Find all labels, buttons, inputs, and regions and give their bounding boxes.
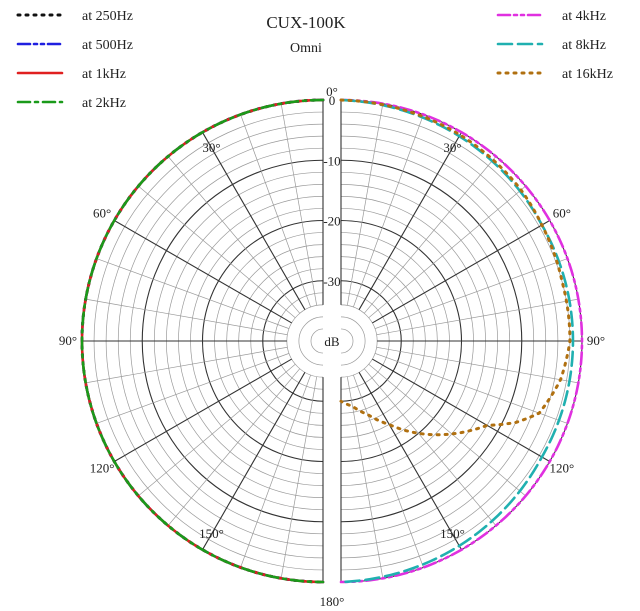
series-at-8khz	[339, 98, 575, 584]
tick-labels: 0 -10 -20 -30 dB 0° 30° 30° 60° 60° 90° 90° 120° 120°…	[59, 84, 605, 609]
angle-tick-label-right: 150°	[440, 526, 465, 541]
grid-arc-right	[340, 316, 366, 366]
grid-spoke-right	[353, 114, 424, 308]
angle-tick-label-right: 120°	[549, 461, 574, 476]
angle-tick-label-left: 120°	[90, 461, 115, 476]
angle-tick-label-right: 60°	[553, 206, 571, 221]
grid-spoke-left	[96, 258, 290, 329]
legend-label: at 2kHz	[82, 96, 126, 111]
grid-spoke-right	[368, 185, 526, 319]
grid-spoke-left	[202, 372, 306, 550]
grid-spoke-right	[346, 376, 384, 579]
angle-tick-label: 180°	[320, 594, 345, 609]
grid-spoke-left	[240, 114, 311, 308]
grid-spoke-right	[358, 132, 462, 310]
radial-tick-label: 0	[329, 93, 336, 108]
grid-spoke-right	[353, 374, 424, 568]
legend-label: at 16kHz	[562, 67, 613, 82]
grid-spoke-left	[280, 103, 318, 306]
grid-spoke-right	[372, 220, 550, 324]
grid-spoke-left	[114, 358, 292, 462]
angle-tick-label-right: 90°	[587, 333, 605, 348]
grid-spoke-left	[138, 363, 296, 497]
grid-spoke-right	[376, 298, 579, 336]
series-at-16khz	[339, 98, 572, 437]
grid-spoke-left	[280, 376, 318, 579]
radial-unit-label: dB	[324, 334, 340, 349]
angle-tick-label-left: 60°	[93, 206, 111, 221]
radial-tick-label: -10	[323, 153, 340, 168]
grid-spoke-left	[167, 156, 301, 314]
grid-spoke-left	[114, 220, 292, 324]
chart-subtitle: Omni	[290, 41, 322, 56]
grid-spoke-right	[363, 156, 497, 314]
grid-arc-left	[298, 316, 324, 366]
grid-spoke-left	[240, 374, 311, 568]
polar-grid	[81, 99, 583, 583]
grid-spoke-left	[167, 368, 301, 526]
grid-arc-left	[310, 328, 324, 354]
angle-tick-label-left: 150°	[199, 526, 224, 541]
legend-label: at 1kHz	[82, 67, 126, 82]
angle-tick-label: 0°	[326, 84, 338, 99]
grid-spoke-right	[372, 358, 550, 462]
legend: at 250Hz at 500Hz at 1kHz at 2kHz at 4kHz at …	[16, 9, 613, 111]
grid-spoke-right	[346, 103, 384, 306]
series-at-4khz	[339, 98, 584, 584]
legend-label: at 8kHz	[562, 38, 606, 53]
grid-spoke-left	[85, 298, 288, 336]
radial-tick-label: -20	[323, 214, 340, 229]
series-at-2khz	[80, 98, 325, 584]
grid-spoke-right	[368, 363, 526, 497]
response-curves	[80, 98, 584, 584]
grid-spoke-right	[358, 372, 462, 550]
grid-spoke-right	[363, 368, 497, 526]
chart-title: CUX-100K	[266, 13, 346, 32]
radial-tick-label: -30	[323, 274, 340, 289]
grid-spoke-right	[376, 346, 579, 384]
grid-spoke-left	[138, 185, 296, 319]
grid-spoke-left	[202, 132, 306, 310]
grid-spoke-right	[374, 353, 568, 424]
grid-arc-left	[286, 304, 324, 378]
angle-tick-label-left: 30°	[202, 140, 220, 155]
grid-spoke-left	[85, 346, 288, 384]
angle-tick-label-right: 30°	[443, 140, 461, 155]
grid-spoke-left	[96, 353, 290, 424]
angle-tick-label-left: 90°	[59, 333, 77, 348]
legend-label: at 500Hz	[82, 38, 133, 53]
grid-spoke-right	[374, 258, 568, 329]
grid-arc-right	[340, 304, 378, 378]
legend-label: at 4kHz	[562, 9, 606, 24]
grid-arc-right	[340, 328, 354, 354]
legend-label: at 250Hz	[82, 9, 133, 24]
